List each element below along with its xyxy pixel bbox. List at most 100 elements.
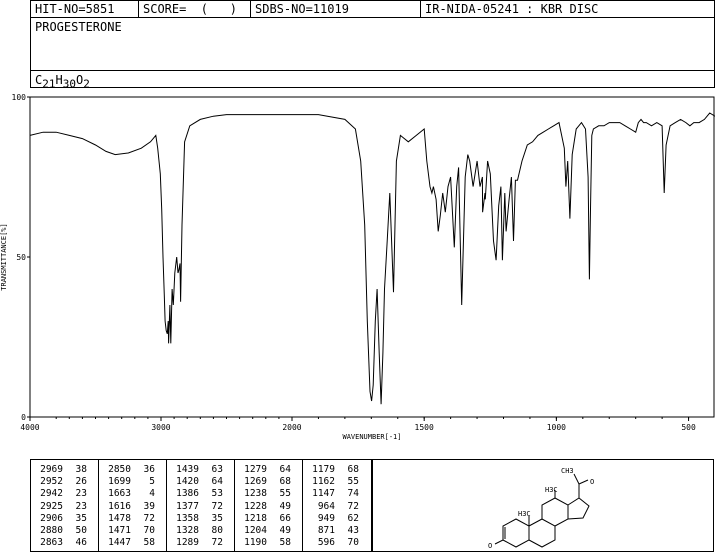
peak-transmittance: 68 bbox=[347, 464, 359, 475]
ir-info: IR-NIDA-05241 : KBR DISC bbox=[425, 2, 599, 16]
peak-wavenumber: 2906 bbox=[40, 512, 63, 524]
peak-wavenumber: 1478 bbox=[108, 512, 131, 524]
peak-wavenumber: 596 bbox=[317, 537, 335, 549]
peak-transmittance: 62 bbox=[347, 512, 359, 524]
peak-wavenumber: 1162 bbox=[312, 476, 335, 488]
peak-transmittance: 72 bbox=[211, 537, 223, 549]
peak-transmittance: 74 bbox=[347, 488, 359, 500]
peak-wavenumber: 1447 bbox=[108, 537, 131, 549]
peak-transmittance: 4 bbox=[149, 488, 155, 500]
x-tick-label-2000: 2000 bbox=[282, 423, 301, 432]
peak-transmittance: 58 bbox=[279, 537, 291, 549]
peak-wavenumber: 1204 bbox=[244, 525, 267, 536]
peak-wavenumber: 1439 bbox=[176, 464, 199, 475]
peak-transmittance: 53 bbox=[211, 488, 223, 500]
peak-transmittance: 72 bbox=[211, 500, 223, 512]
x-tick-label-1500: 1500 bbox=[415, 423, 434, 432]
peak-transmittance: 36 bbox=[143, 464, 155, 475]
peak-row: 2863 46 1447 58 1289 72 1190 58 596 70 bbox=[31, 537, 371, 549]
peak-transmittance: 26 bbox=[75, 476, 87, 488]
peak-table-col-3 bbox=[167, 460, 235, 551]
peak-wavenumber: 2863 bbox=[40, 537, 63, 549]
peak-wavenumber: 2969 bbox=[40, 464, 63, 475]
header-bar: HIT-NO=5851 SCORE= ( ) SDBS-NO=11019 IR-… bbox=[30, 0, 715, 18]
peak-wavenumber: 1279 bbox=[244, 464, 267, 475]
peak-wavenumber: 1179 bbox=[312, 464, 335, 475]
peak-transmittance: 63 bbox=[211, 464, 223, 475]
peak-wavenumber: 949 bbox=[317, 512, 335, 524]
peak-wavenumber: 2880 bbox=[40, 525, 63, 536]
peak-wavenumber: 1358 bbox=[176, 512, 199, 524]
ch3-label: CH3 bbox=[561, 467, 574, 475]
peak-wavenumber: 1420 bbox=[176, 476, 199, 488]
formula-divider bbox=[31, 70, 714, 71]
peak-transmittance: 35 bbox=[75, 512, 87, 524]
plot-frame bbox=[29, 96, 715, 418]
peak-row: 2942 23 1663 4 1386 53 1238 55 1147 74 bbox=[31, 488, 371, 500]
peak-wavenumber: 1238 bbox=[244, 488, 267, 500]
peak-transmittance: 50 bbox=[75, 525, 87, 536]
peak-row: 2969 38 2850 36 1439 63 1279 64 1179 68 bbox=[31, 464, 371, 476]
peak-transmittance: 55 bbox=[279, 488, 291, 500]
peak-table: 2969 38 2850 36 1439 63 1279 64 1179 68 2952 26 1699… bbox=[30, 459, 372, 552]
peak-transmittance: 49 bbox=[279, 525, 291, 536]
peak-transmittance: 38 bbox=[75, 464, 87, 475]
peak-transmittance: 23 bbox=[75, 500, 87, 512]
peak-wavenumber: 871 bbox=[317, 525, 335, 536]
x-axis-label: WAVENUMBER[-1] bbox=[342, 433, 401, 441]
ir-spectrum-chart: 4000 3000 2000 1500 1000 500 0 50 100 WAVENUMBER[… bbox=[0, 93, 715, 441]
peak-transmittance: 64 bbox=[279, 464, 291, 475]
ketone-o-label: O bbox=[590, 478, 594, 486]
sdbs-number: SDBS-NO=11019 bbox=[251, 1, 421, 18]
peak-transmittance: 55 bbox=[347, 476, 359, 488]
peak-transmittance: 68 bbox=[279, 476, 291, 488]
hit-number: HIT-NO=5851 bbox=[31, 1, 139, 18]
molecular-formula: C21H30O2 bbox=[35, 73, 90, 91]
peak-row: 2880 50 1471 70 1328 80 1204 49 871 43 bbox=[31, 525, 371, 537]
peak-wavenumber: 1471 bbox=[108, 525, 131, 536]
peak-transmittance: 35 bbox=[211, 512, 223, 524]
h3c-lower-label: H3C bbox=[518, 510, 531, 518]
peak-transmittance: 58 bbox=[143, 537, 155, 549]
peak-wavenumber: 1190 bbox=[244, 537, 267, 549]
ring-o-label: O bbox=[488, 542, 492, 550]
peak-wavenumber: 1289 bbox=[176, 537, 199, 549]
x-tick-label-1000: 1000 bbox=[547, 423, 566, 432]
structure-box: CH3 O H3C H3C O bbox=[372, 459, 714, 552]
peak-wavenumber: 2952 bbox=[40, 476, 63, 488]
peak-transmittance: 23 bbox=[75, 488, 87, 500]
y-tick-label-100: 100 bbox=[12, 93, 27, 102]
x-tick-label-3000: 3000 bbox=[151, 423, 170, 432]
peak-transmittance: 5 bbox=[149, 476, 155, 488]
y-tick-label-0: 0 bbox=[21, 413, 26, 422]
score: SCORE= ( ) bbox=[139, 1, 251, 18]
peak-table-col-1 bbox=[31, 460, 99, 551]
peak-wavenumber: 2925 bbox=[40, 500, 63, 512]
peak-wavenumber: 1663 bbox=[108, 488, 131, 500]
peak-wavenumber: 1218 bbox=[244, 512, 267, 524]
peak-transmittance: 66 bbox=[279, 512, 291, 524]
x-tick-label-4000: 4000 bbox=[20, 423, 39, 432]
compound-name: PROGESTERONE bbox=[35, 20, 122, 34]
peak-wavenumber: 1269 bbox=[244, 476, 267, 488]
peak-row: 2906 35 1478 72 1358 35 1218 66 949 62 bbox=[31, 513, 371, 525]
peak-wavenumber: 1228 bbox=[244, 500, 267, 512]
peak-table-col-2 bbox=[99, 460, 167, 551]
peak-transmittance: 46 bbox=[75, 537, 87, 549]
progesterone-structure-diagram: CH3 O H3C H3C O bbox=[488, 467, 594, 550]
peak-table-col-4 bbox=[235, 460, 303, 551]
x-tick-label-500: 500 bbox=[681, 423, 696, 432]
peak-transmittance: 72 bbox=[143, 512, 155, 524]
peak-wavenumber: 2942 bbox=[40, 488, 63, 500]
peak-wavenumber: 964 bbox=[317, 500, 335, 512]
compound-box: PROGESTERONE C21H30O2 bbox=[30, 17, 715, 91]
peak-transmittance: 43 bbox=[347, 525, 359, 536]
peak-wavenumber: 1616 bbox=[108, 500, 131, 512]
peak-transmittance: 70 bbox=[143, 525, 155, 536]
peak-transmittance: 49 bbox=[279, 500, 291, 512]
peak-wavenumber: 1147 bbox=[312, 488, 335, 500]
peak-wavenumber: 1386 bbox=[176, 488, 199, 500]
y-axis-label: TRANSMITTANCE[%] bbox=[0, 223, 8, 290]
peak-row: 2952 26 1699 5 1420 64 1269 68 1162 55 bbox=[31, 476, 371, 488]
peak-wavenumber: 1328 bbox=[176, 525, 199, 536]
